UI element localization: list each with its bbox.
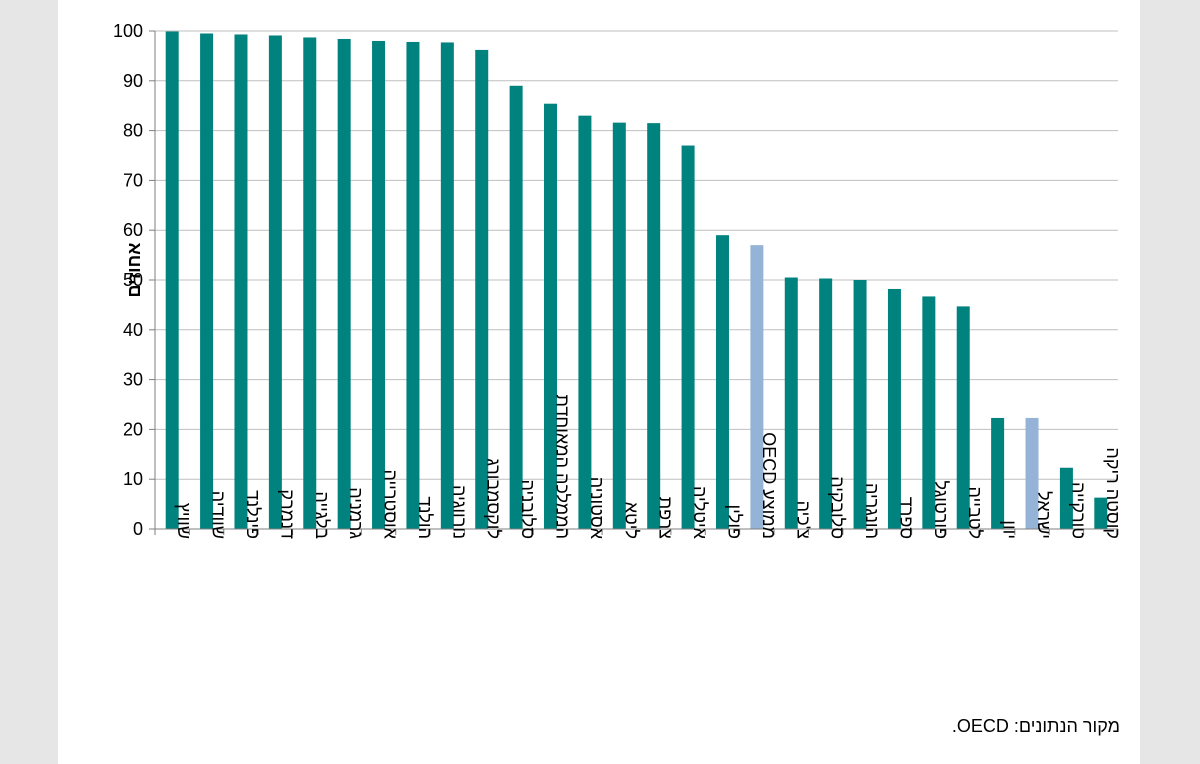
x-tick-label: הממלכה המאוחדת [553, 395, 573, 539]
bar [922, 296, 936, 529]
bar [853, 280, 867, 529]
x-tick-label: בלגייה [312, 491, 332, 539]
y-tick-label: 50 [123, 270, 143, 290]
y-tick-label: 70 [123, 170, 143, 190]
y-tick-label: 10 [123, 469, 143, 489]
x-tick-label: סלובקיה [828, 476, 848, 539]
bar [337, 38, 351, 530]
x-tick-label: ספרד [896, 497, 916, 539]
bar [475, 49, 489, 529]
x-tick-label: לטבייה [965, 487, 985, 539]
x-tick-label: טורקייה [1068, 482, 1088, 539]
x-tick-label: איטליה [690, 486, 710, 540]
x-tick-label: אוסטרייה [381, 469, 401, 539]
x-tick-label: ליטא [621, 502, 641, 539]
bar-chart: 0 10 20 30 40 50 60 70 80 90 100 שוויץ שוודיה פינלנד… [113, 21, 1123, 540]
y-tick-label: 90 [123, 71, 143, 91]
axes [154, 31, 1119, 535]
bar [268, 35, 282, 530]
y-tick-label: 30 [123, 370, 143, 390]
bar [200, 33, 214, 530]
x-tick-label: הולנד [415, 496, 435, 539]
x-tick-label: צ'כיה [793, 501, 813, 540]
x-tick-label: שוויץ [174, 503, 194, 539]
x-tick-label: קוסטה ריקה [1103, 447, 1123, 539]
y-tick-label: 60 [123, 220, 143, 240]
bar [887, 288, 901, 529]
x-tick-label: דנמרק [277, 489, 297, 539]
bar [1059, 467, 1073, 529]
x-tick-labels: שוויץ שוודיה פינלנד דנמרק בלגייה גרמניה אוסטרי… [174, 395, 1123, 540]
bar [612, 122, 626, 529]
bar [544, 103, 558, 529]
bar [440, 42, 454, 529]
x-tick-label: גרמניה [346, 487, 366, 539]
bar [1025, 417, 1039, 529]
chart-panel: 0 10 20 30 40 50 60 70 80 90 100 שוויץ שוודיה פינלנד… [58, 0, 1140, 764]
x-tick-label: אסטוניה [587, 477, 607, 540]
bar [784, 277, 798, 529]
y-tick-label: 80 [123, 121, 143, 141]
bar [578, 115, 592, 529]
bar [991, 417, 1005, 529]
bar [819, 278, 833, 529]
bar [303, 37, 317, 529]
x-tick-label: יוון [1000, 520, 1020, 539]
bar [647, 123, 661, 529]
bar [681, 145, 695, 530]
y-tick-labels: 0 10 20 30 40 50 60 70 80 90 100 [113, 21, 143, 539]
x-tick-label: פולין [724, 504, 744, 539]
source-note: מקור הנתונים: OECD. [951, 716, 1120, 736]
x-tick-label: שוודיה [209, 491, 229, 539]
bars [165, 31, 1108, 530]
x-tick-label: ישראל [1034, 491, 1054, 539]
bar [956, 306, 970, 529]
bar [750, 245, 764, 529]
x-tick-label: פינלנד [243, 490, 263, 539]
x-tick-label: ממוצע OECD [759, 432, 779, 539]
bar [406, 41, 420, 530]
x-tick-label: הונגריה [862, 483, 882, 539]
bar [372, 40, 386, 530]
y-tick-label: 40 [123, 320, 143, 340]
bar [165, 31, 179, 530]
bar [509, 85, 523, 529]
bar [715, 235, 729, 529]
x-tick-label: נורווגיה [449, 485, 469, 539]
x-tick-label: צרפת [656, 497, 676, 539]
y-tick-label: 20 [123, 419, 143, 439]
x-tick-label: לוקסמבורג [484, 458, 504, 539]
y-tick-label: 0 [133, 519, 143, 539]
x-tick-label: פורטוגל [931, 481, 951, 539]
y-tick-label: 100 [113, 21, 143, 41]
gridlines [149, 30, 1118, 530]
bar [234, 34, 248, 530]
x-tick-label: סלובניה [518, 479, 538, 539]
y-axis-label: אחוזים [124, 243, 144, 298]
bar [1094, 497, 1108, 529]
